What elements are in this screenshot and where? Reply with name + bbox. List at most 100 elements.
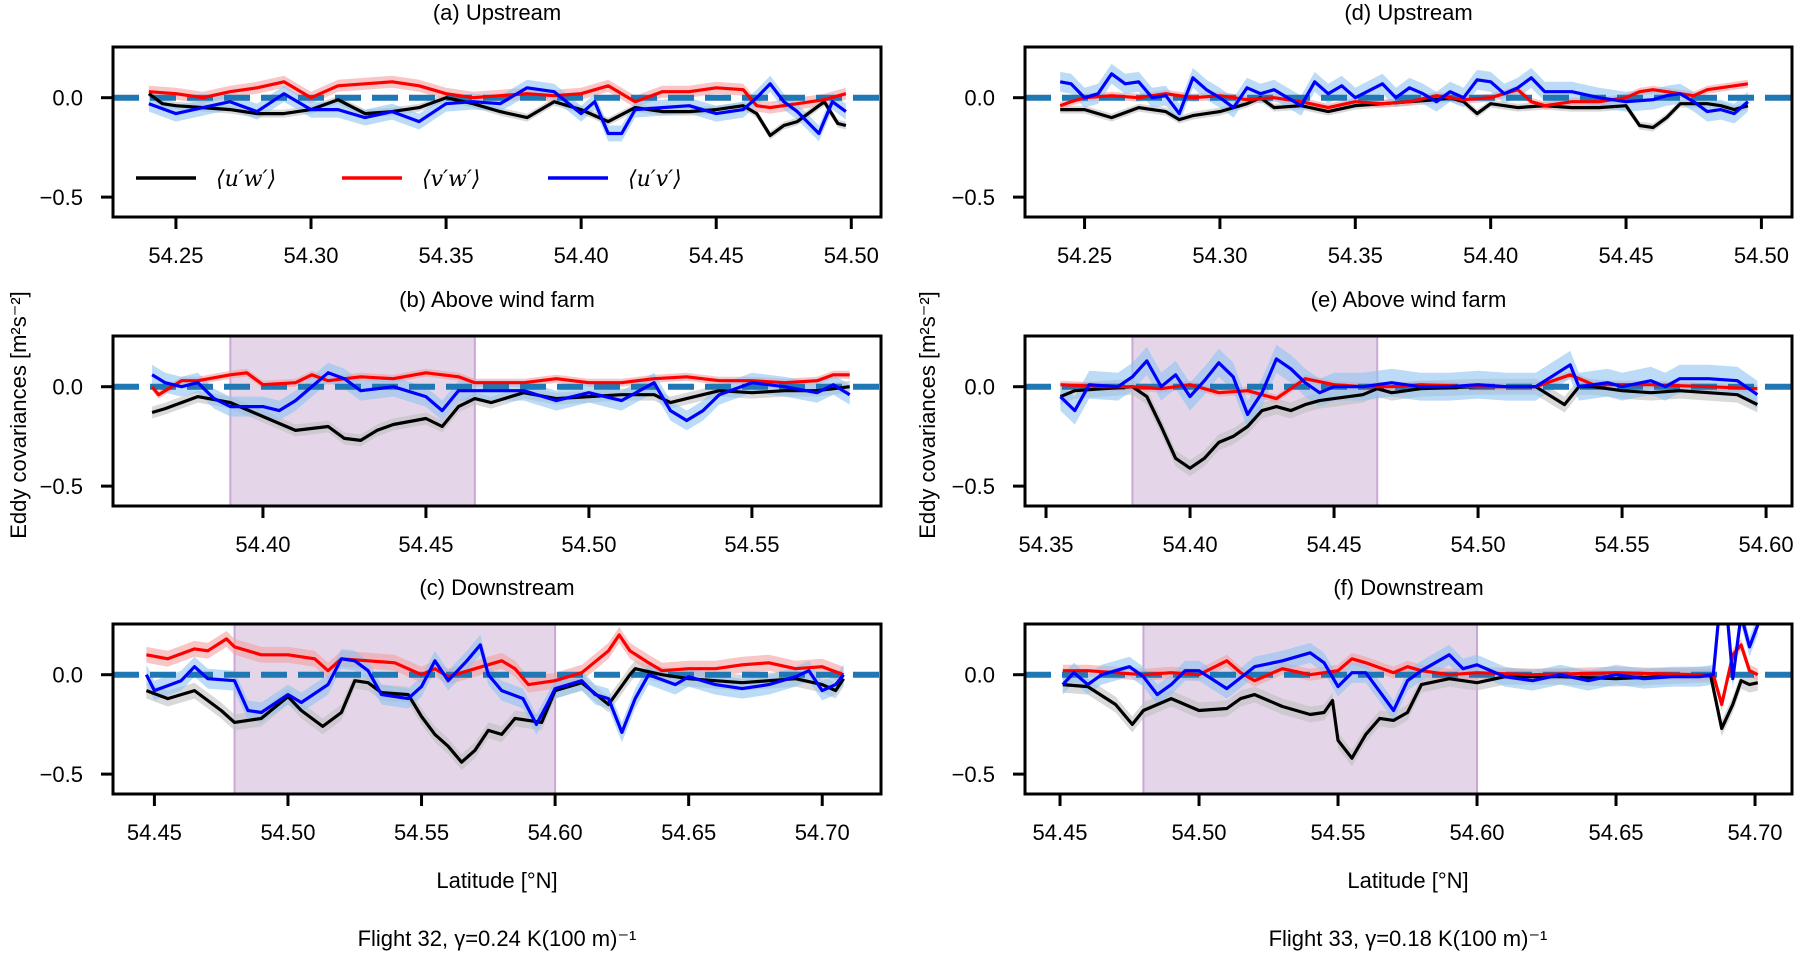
caption-flight-33: Flight 33, γ=0.18 K(100 m)⁻¹	[1269, 926, 1548, 951]
x-tick-label: 54.65	[1588, 820, 1643, 845]
x-tick-label: 54.60	[1739, 532, 1794, 557]
x-tick-label: 54.55	[1595, 532, 1650, 557]
y-tick-label: −0.5	[40, 762, 83, 787]
axes-frame	[1023, 622, 1794, 796]
x-tick-label: 54.45	[1307, 532, 1362, 557]
y-axis-label-left: Eddy covariances [m²s⁻²]	[6, 291, 31, 539]
panel-b: 54.40 54.45 54.50 54.55 0.0 −0.5 (b) Above win…	[40, 287, 883, 557]
y-tick-label: 0.0	[52, 663, 83, 688]
x-tick-label: 54.35	[419, 243, 474, 268]
x-tick-label: 54.40	[235, 532, 290, 557]
series-line-uw	[1060, 96, 1749, 130]
x-tick-label: 54.60	[1449, 820, 1504, 845]
panel-a: 54.25 54.30 54.35 54.40 54.45 54.50 0.0 −0.5 (a)…	[40, 0, 883, 268]
y-tick-label: −0.5	[952, 762, 995, 787]
y-tick-label: 0.0	[964, 663, 995, 688]
y-tick-label: 0.0	[964, 375, 995, 400]
wind-farm-region	[233, 624, 557, 794]
series-line-uv	[144, 643, 845, 735]
panel-title: (b) Above wind farm	[399, 287, 595, 312]
x-tick-label: 54.55	[724, 532, 779, 557]
y-tick-label: 0.0	[964, 86, 995, 111]
panel-title: (e) Above wind farm	[1311, 287, 1507, 312]
x-tick-label: 54.50	[1171, 820, 1226, 845]
series-line-uw	[145, 667, 845, 764]
x-tick-label: 54.45	[127, 820, 182, 845]
series-line-uv	[1059, 72, 1749, 116]
x-tick-label: 54.45	[689, 243, 744, 268]
plot-area	[1025, 336, 1792, 506]
x-tick-label: 54.40	[554, 243, 609, 268]
x-tick-label: 54.70	[795, 820, 850, 845]
y-tick-label: 0.0	[52, 375, 83, 400]
x-tick-label: 54.25	[148, 243, 203, 268]
x-tick-label: 54.50	[1451, 532, 1506, 557]
series-line-uw	[147, 92, 847, 138]
plot-area	[1025, 624, 1792, 794]
plot-area	[113, 336, 881, 506]
series-line-vw	[1062, 643, 1759, 707]
axes-frame	[111, 334, 883, 508]
x-tick-label: 54.55	[394, 820, 449, 845]
legend-label: ⟨v′w′⟩	[422, 167, 480, 192]
x-tick-label: 54.50	[1734, 243, 1789, 268]
x-tick-label: 54.50	[561, 532, 616, 557]
x-tick-label: 54.45	[1599, 243, 1654, 268]
y-tick-label: −0.5	[40, 185, 83, 210]
series-line-uv	[1061, 624, 1760, 713]
x-axis-label-right: Latitude [°N]	[1347, 868, 1468, 893]
series-line-uv	[148, 82, 847, 136]
x-tick-label: 54.50	[824, 243, 879, 268]
axes-frame	[111, 622, 883, 796]
legend-label: ⟨u′w′⟩	[216, 167, 276, 192]
series-line-vw	[146, 633, 845, 687]
plot-area	[1025, 63, 1792, 132]
panel-c: 54.45 54.50 54.55 54.60 54.65 54.70 0.0 −0.5 (c)…	[40, 575, 883, 845]
uncertainty-band-vw	[1060, 79, 1748, 112]
legend-item: ⟨u′v′⟩	[548, 167, 682, 192]
y-tick-label: −0.5	[952, 185, 995, 210]
axes-frame	[1023, 45, 1794, 219]
panel-e: 54.35 54.40 54.45 54.50 54.55 54.60 0.0 −0.5 (e)…	[952, 287, 1794, 557]
panel-d: 54.25 54.30 54.35 54.40 54.45 54.50 0.0 −0.5 (d)…	[952, 0, 1794, 268]
uncertainty-band-uw	[152, 380, 850, 447]
x-tick-label: 54.55	[1310, 820, 1365, 845]
y-tick-label: 0.0	[52, 86, 83, 111]
x-tick-label: 54.35	[1018, 532, 1073, 557]
x-tick-label: 54.45	[1032, 820, 1087, 845]
series-line-uv	[1059, 357, 1759, 417]
x-tick-label: 54.30	[283, 243, 338, 268]
y-tick-label: −0.5	[952, 474, 995, 499]
series-line-vw	[1059, 82, 1749, 110]
y-axis-label-right: Eddy covariances [m²s⁻²]	[915, 291, 940, 539]
x-tick-label: 54.60	[528, 820, 583, 845]
caption-flight-32: Flight 32, γ=0.24 K(100 m)⁻¹	[358, 926, 637, 951]
x-axis-label-left: Latitude [°N]	[436, 868, 557, 893]
panels: 54.25 54.30 54.35 54.40 54.45 54.50 0.0 −0.5 (a)…	[40, 0, 1794, 845]
series-line-uv	[151, 371, 851, 423]
panel-f: 54.45 54.50 54.55 54.60 54.65 54.70 0.0 −0.5 (f)…	[952, 575, 1794, 845]
panel-title: (d) Upstream	[1344, 0, 1472, 25]
x-tick-label: 54.40	[1163, 532, 1218, 557]
legend-label: ⟨u′v′⟩	[628, 167, 682, 192]
axes-frame	[1023, 334, 1794, 508]
x-tick-label: 54.40	[1463, 243, 1518, 268]
panel-title: (c) Downstream	[419, 575, 574, 600]
series-line-uw	[151, 385, 850, 442]
legend-item: ⟨u′w′⟩	[136, 167, 276, 192]
legend: ⟨u′w′⟩ ⟨v′w′⟩ ⟨u′v′⟩	[136, 167, 682, 192]
series-line-vw	[150, 371, 850, 397]
series-line-uw	[1059, 385, 1759, 470]
x-tick-label: 54.50	[260, 820, 315, 845]
plot-area	[113, 624, 881, 794]
plot-area	[113, 75, 881, 142]
x-tick-label: 54.65	[661, 820, 716, 845]
legend-item: ⟨v′w′⟩	[342, 167, 480, 192]
panel-title: (f) Downstream	[1333, 575, 1483, 600]
x-tick-label: 54.70	[1727, 820, 1782, 845]
panel-title: (a) Upstream	[433, 0, 561, 25]
x-tick-label: 54.35	[1328, 243, 1383, 268]
x-tick-label: 54.25	[1057, 243, 1112, 268]
uncertainty-band-uv	[148, 75, 846, 142]
